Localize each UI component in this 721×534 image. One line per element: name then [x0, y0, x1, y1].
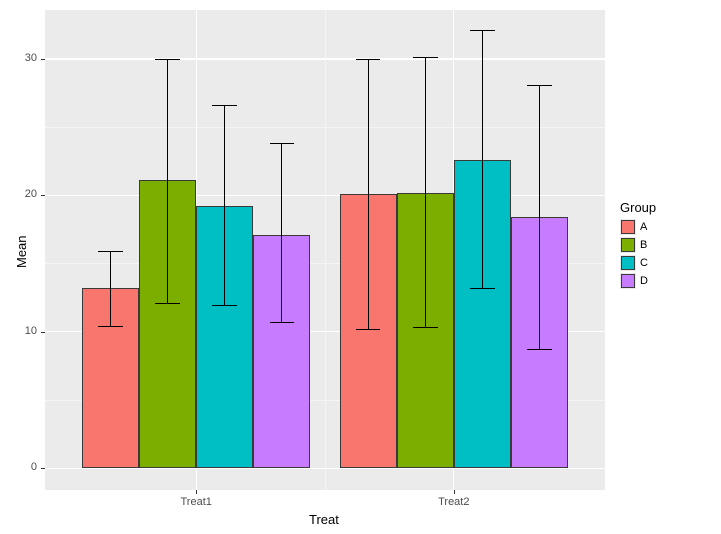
errorbar-cap: [212, 305, 237, 306]
legend-swatch: [621, 274, 635, 288]
errorbar-stem: [110, 251, 111, 326]
errorbar-cap: [527, 349, 552, 350]
errorbar-cap: [155, 303, 180, 304]
errorbar-cap: [356, 59, 381, 60]
legend-key: [620, 219, 636, 235]
y-tick-mark: [41, 59, 45, 60]
legend-key: [620, 255, 636, 271]
errorbar-cap: [470, 30, 495, 31]
errorbar-stem: [167, 59, 168, 303]
legend-items: ABCD: [620, 219, 656, 289]
errorbar-stem: [539, 85, 540, 350]
plot-panel: [45, 10, 605, 490]
y-tick-mark: [41, 468, 45, 469]
y-tick-label: 20: [25, 188, 37, 200]
legend-title: Group: [620, 200, 656, 215]
errorbar-stem: [482, 30, 483, 288]
errorbar-cap: [155, 59, 180, 60]
legend-label: D: [640, 275, 648, 287]
errorbar-cap: [212, 105, 237, 106]
gridline-minor: [325, 10, 326, 490]
errorbar-cap: [270, 322, 295, 323]
errorbar-cap: [98, 326, 123, 327]
legend-label: A: [640, 221, 647, 233]
errorbar-stem: [224, 105, 225, 305]
legend-swatch: [621, 220, 635, 234]
errorbar-stem: [281, 144, 282, 323]
errorbar-cap: [470, 288, 495, 289]
errorbar-cap: [527, 85, 552, 86]
legend-item: A: [620, 219, 656, 235]
legend-swatch: [621, 238, 635, 252]
legend-label: B: [640, 239, 647, 251]
errorbar-cap: [270, 143, 295, 144]
errorbar-stem: [425, 58, 426, 328]
x-tick-mark: [196, 490, 197, 494]
x-tick-label: Treat2: [434, 496, 474, 508]
legend-key: [620, 237, 636, 253]
chart-root: 0 10 20 30 Treat1 Treat2 Mean Treat Group AB…: [0, 0, 721, 534]
errorbar-cap: [98, 251, 123, 252]
legend-item: B: [620, 237, 656, 253]
y-tick-mark: [41, 332, 45, 333]
y-tick-mark: [41, 195, 45, 196]
legend: Group ABCD: [620, 200, 656, 291]
errorbar-cap: [413, 327, 438, 328]
y-tick-label: 10: [25, 325, 37, 337]
x-axis-title: Treat: [309, 512, 339, 527]
legend-label: C: [640, 257, 648, 269]
y-axis-title: Mean: [14, 235, 29, 268]
errorbar-cap: [413, 57, 438, 58]
legend-key: [620, 273, 636, 289]
x-tick-label: Treat1: [176, 496, 216, 508]
legend-item: D: [620, 273, 656, 289]
errorbar-cap: [356, 329, 381, 330]
x-tick-mark: [454, 490, 455, 494]
legend-item: C: [620, 255, 656, 271]
legend-swatch: [621, 256, 635, 270]
y-tick-label: 0: [31, 461, 37, 473]
errorbar-stem: [368, 59, 369, 329]
y-tick-label: 30: [25, 52, 37, 64]
